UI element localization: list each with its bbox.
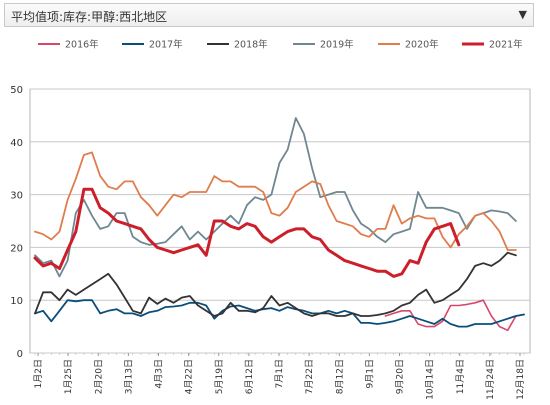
series-line-2019年 [34,117,517,278]
x-tick-label: 2月20日 [93,359,104,394]
x-axis-ticks: 1月2日 1月25日 2月20日 3月13日 4月3日 4月22日 5月19日 6月12日 7月… [33,353,526,400]
x-tick-label: 1月25日 [63,359,74,394]
x-tick-label: 6月12日 [244,359,255,394]
legend-label: 2020年 [405,39,439,51]
chart-legend: 2016年 2017年 2018年 2019年 2020年 2021年 [38,39,523,51]
x-tick-label: 10月14日 [425,359,436,400]
x-tick-label: 5月19日 [214,359,225,394]
x-tick-label: 8月12日 [334,359,345,394]
y-tick-label: 50 [10,85,23,96]
legend-label: 2016年 [65,39,99,51]
legend-label: 2019年 [320,39,354,51]
y-tick-label: 20 [10,243,23,254]
series-line-2017年 [34,299,525,328]
series-line-2016年 [384,299,525,332]
x-tick-label: 4月3日 [154,359,165,388]
x-tick-label: 4月22日 [184,359,195,394]
x-tick-label: 9月20日 [395,359,406,394]
series-selector-dropdown[interactable]: 平均值项:库存:甲醇:西北地区 ▼ [4,3,534,27]
selector-label: 平均值项:库存:甲醇:西北地区 [11,10,168,24]
x-tick-label: 11月4日 [455,359,466,394]
x-tick-label: 1月2日 [33,359,44,388]
series-line-2020年 [34,151,517,251]
plot-frame [29,88,531,354]
legend-label: 2021年 [489,39,523,51]
legend-label: 2017年 [149,39,183,51]
x-tick-label: 7月22日 [304,359,315,394]
x-tick-label: 11月24日 [485,359,496,400]
line-chart: 2016年 2017年 2018年 2019年 2020年 2021年 0 10 20 30 40… [10,39,531,400]
y-tick-label: 10 [10,296,23,307]
triangle-down-icon[interactable]: ▼ [518,8,527,21]
y-axis-ticks: 0 10 20 30 40 50 [10,85,23,360]
series-line-2021年 [33,187,461,278]
x-tick-label: 3月13日 [123,359,134,394]
x-tick-label: 9月1日 [364,359,375,388]
y-tick-label: 30 [10,191,23,202]
y-tick-label: 40 [10,138,23,149]
x-tick-label: 7月1日 [274,359,285,388]
x-tick-label: 12月18日 [515,359,526,400]
legend-label: 2018年 [234,39,268,51]
y-tick-label: 0 [17,349,23,360]
chart-grid [29,88,531,354]
chart-series-lines [33,117,525,332]
series-line-2018年 [34,251,517,317]
